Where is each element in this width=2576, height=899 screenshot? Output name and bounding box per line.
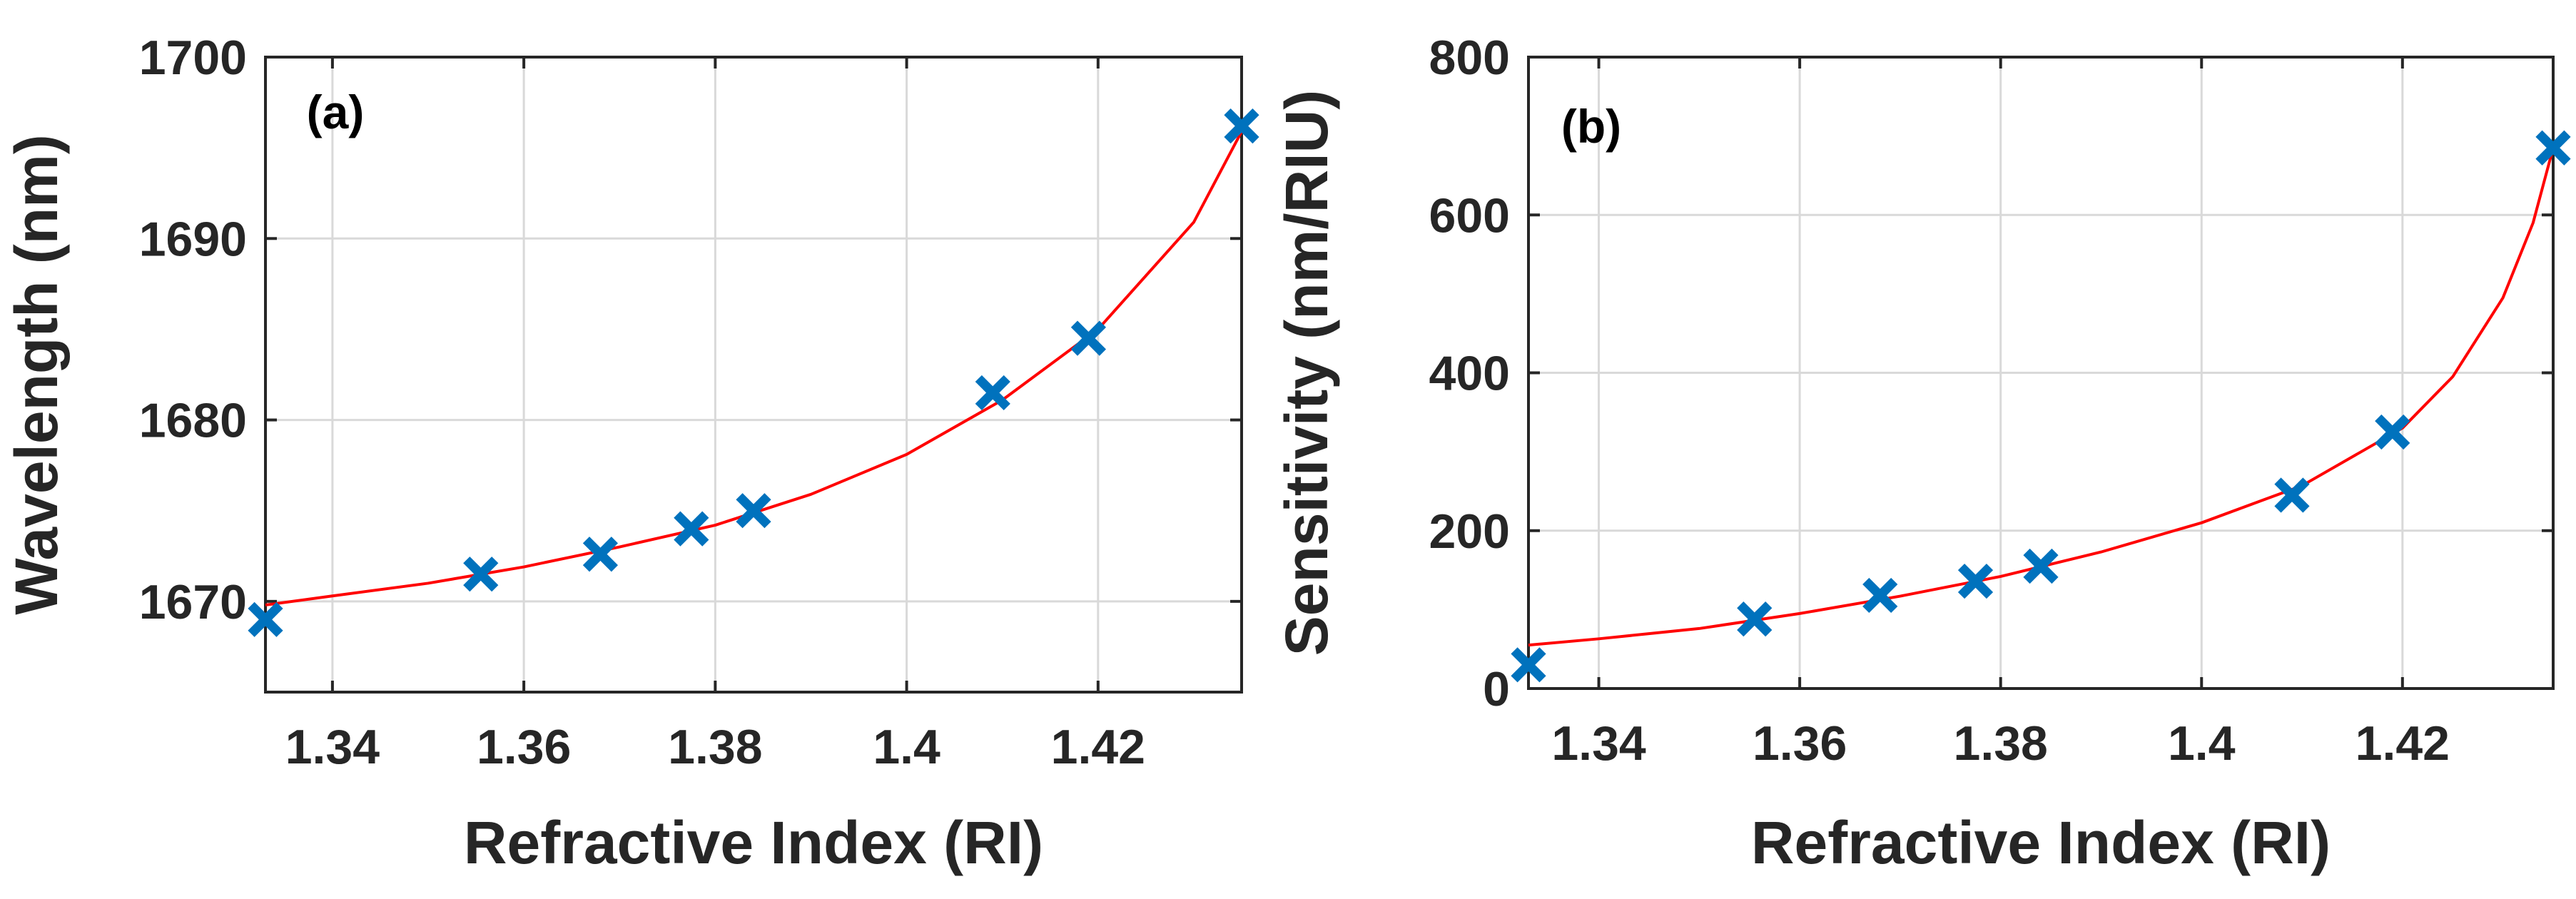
x-tick-label: 1.42 [1051, 720, 1145, 774]
data-point [1957, 563, 1994, 599]
panel-label: (b) [1561, 100, 1621, 153]
x-tick-label: 1.38 [668, 720, 762, 774]
data-point [463, 557, 499, 592]
data-point [736, 493, 771, 529]
data-point-stroke [1511, 647, 1546, 683]
y-tick-label: 1680 [139, 394, 247, 448]
data-point-stroke [1737, 601, 1773, 637]
data-point [1737, 601, 1773, 637]
data-point-stroke [1070, 320, 1107, 356]
y-tick-label: 1670 [139, 575, 247, 629]
data-point [2023, 548, 2059, 584]
x-tick-label: 1.34 [1551, 716, 1646, 771]
y-tick-label: 1700 [139, 31, 247, 85]
y-axis-label: Wavelength (nm) [3, 134, 70, 615]
data-point-stroke [975, 375, 1010, 411]
x-tick-label: 1.4 [2168, 716, 2236, 771]
data-point [582, 537, 619, 572]
x-tick-label: 1.36 [1753, 716, 1847, 771]
data-point-stroke [2535, 130, 2571, 166]
data-point [674, 511, 709, 547]
panel-b: 1.34 1.36 1.38 1.4 1.42 0 200 400 600 800 Refracti… [1273, 31, 2571, 876]
data-point [1511, 647, 1546, 683]
fit-curve [265, 131, 1243, 606]
data-point [2274, 477, 2310, 513]
data-point-stroke [582, 537, 619, 572]
y-tick-label: 200 [1429, 504, 1510, 559]
data-point [1224, 108, 1259, 144]
data-point [1862, 577, 1898, 614]
data-point-stroke [248, 601, 283, 637]
x-tick-label: 1.34 [285, 720, 380, 774]
data-point-stroke [1862, 577, 1898, 614]
data-point-stroke [674, 511, 709, 547]
data-point [248, 601, 283, 637]
x-axis-label: Refractive Index (RI) [464, 809, 1043, 876]
data-point [2535, 130, 2571, 166]
x-axis-label: Refractive Index (RI) [1751, 809, 2331, 876]
x-tick-label: 1.42 [2356, 716, 2450, 771]
data-point-stroke [1224, 108, 1259, 144]
data-point-stroke [463, 557, 499, 592]
x-tick-label: 1.36 [477, 720, 571, 774]
y-axis-label: Sensitivity (nm/RIU) [1273, 90, 1340, 656]
data-point-stroke [1957, 563, 1994, 599]
data-point [975, 375, 1010, 411]
panel-label: (a) [307, 86, 365, 138]
panel-a: 1.34 1.36 1.38 1.4 1.42 1670 1680 1690 1700 Refra… [3, 31, 1259, 876]
data-point [2375, 414, 2410, 450]
axes-box [264, 56, 1243, 694]
x-tick-label: 1.38 [1954, 716, 2048, 771]
y-tick-label: 800 [1429, 31, 1510, 85]
y-tick-label: 1690 [139, 212, 247, 266]
fit-curve [1528, 147, 2555, 647]
data-point-stroke [736, 493, 771, 529]
y-tick-label: 400 [1429, 347, 1510, 401]
x-tick-label: 1.4 [873, 720, 940, 774]
y-tick-label: 0 [1483, 662, 1510, 716]
data-point-stroke [2274, 477, 2310, 513]
data-point-stroke [2023, 548, 2059, 584]
data-point [1070, 320, 1107, 356]
y-tick-label: 600 [1429, 188, 1510, 243]
data-point-stroke [2375, 414, 2410, 450]
